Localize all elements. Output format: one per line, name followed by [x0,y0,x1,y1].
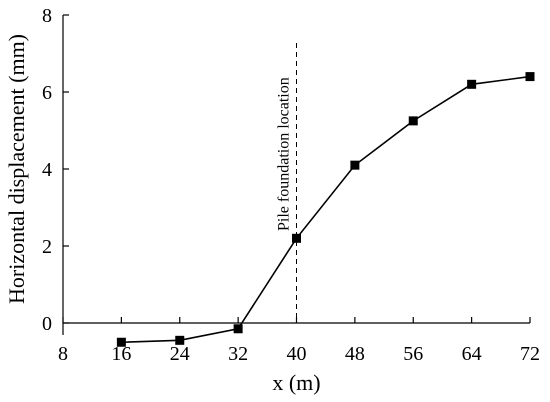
data-point [116,337,126,347]
data-point [408,116,418,126]
x-tick-label: 64 [462,343,482,365]
y-tick-label: 8 [42,5,52,27]
data-point [350,160,360,170]
data-point [233,324,243,334]
y-tick-label: 6 [42,82,52,104]
data-point [525,72,535,82]
x-tick-label: 24 [170,343,190,365]
x-axis-label: x (m) [272,370,320,395]
x-tick-label: 56 [403,343,423,365]
pile-foundation-label: Pile foundation location [276,77,293,231]
series-line [121,75,531,344]
x-tick-label: 32 [228,343,248,365]
series [116,72,535,347]
y-tick-label: 4 [42,159,52,181]
annotations: Pile foundation location [276,43,297,323]
data-point [175,335,185,345]
x-tick-label: 72 [520,343,540,365]
data-point [467,79,477,89]
y-tick-label: 0 [42,313,52,335]
data-point [292,233,301,243]
x-tick-label: 48 [345,343,365,365]
y-axis-label: Horizontal displacement (mm) [4,34,29,304]
y-tick-label: 2 [42,236,52,258]
x-tick-label: 40 [287,343,307,365]
x-tick-label: 16 [111,343,131,365]
x-tick-label: 8 [58,343,68,365]
